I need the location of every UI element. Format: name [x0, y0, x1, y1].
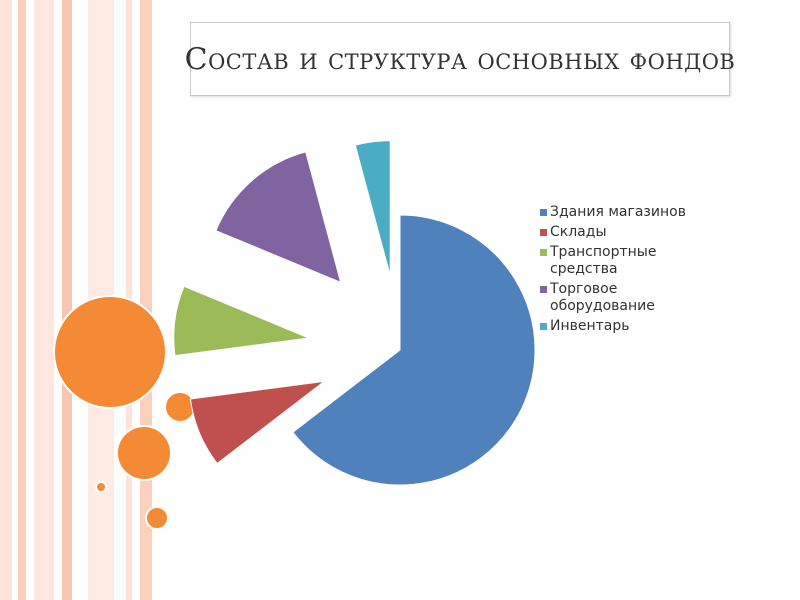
legend-label: Склады [550, 224, 607, 240]
pie-chart [173, 140, 536, 486]
legend-swatch [540, 286, 547, 293]
slide-title: Состав и структура основных фондов [184, 41, 736, 77]
legend-item: Транспортные средства [540, 244, 750, 278]
pie-slice [189, 380, 327, 465]
decorative-circles [53, 295, 196, 530]
legend-item: Инвентарь [540, 318, 750, 335]
legend-label: Здания магазинов [550, 204, 686, 220]
legend-swatch [540, 323, 547, 330]
legend-label: Транспортные средства [550, 244, 657, 277]
stripe [18, 0, 26, 600]
stripe [62, 0, 72, 600]
decorative-circle [164, 391, 196, 423]
stripe [34, 0, 54, 600]
decorative-circle [116, 425, 172, 481]
decorative-circle [53, 295, 167, 409]
legend-swatch [540, 249, 547, 256]
legend-swatch [540, 209, 547, 216]
decorative-circle [95, 481, 107, 493]
legend-item: Склады [540, 224, 750, 241]
pie-slice [292, 214, 536, 486]
legend-swatch [540, 229, 547, 236]
pie-slice [354, 140, 391, 276]
title-box: Состав и структура основных фондов [185, 22, 735, 96]
legend-label: Инвентарь [550, 318, 630, 334]
legend-item: Здания магазинов [540, 204, 750, 221]
legend-label: Торговое оборудование [550, 281, 655, 314]
stripe [0, 0, 12, 600]
pie-slice [173, 285, 311, 357]
decorative-circle [145, 506, 169, 530]
chart-legend: Здания магазинов Склады Транспортные средс… [540, 204, 750, 338]
legend-item: Торговое оборудование [540, 281, 750, 315]
pie-slice [215, 151, 342, 284]
